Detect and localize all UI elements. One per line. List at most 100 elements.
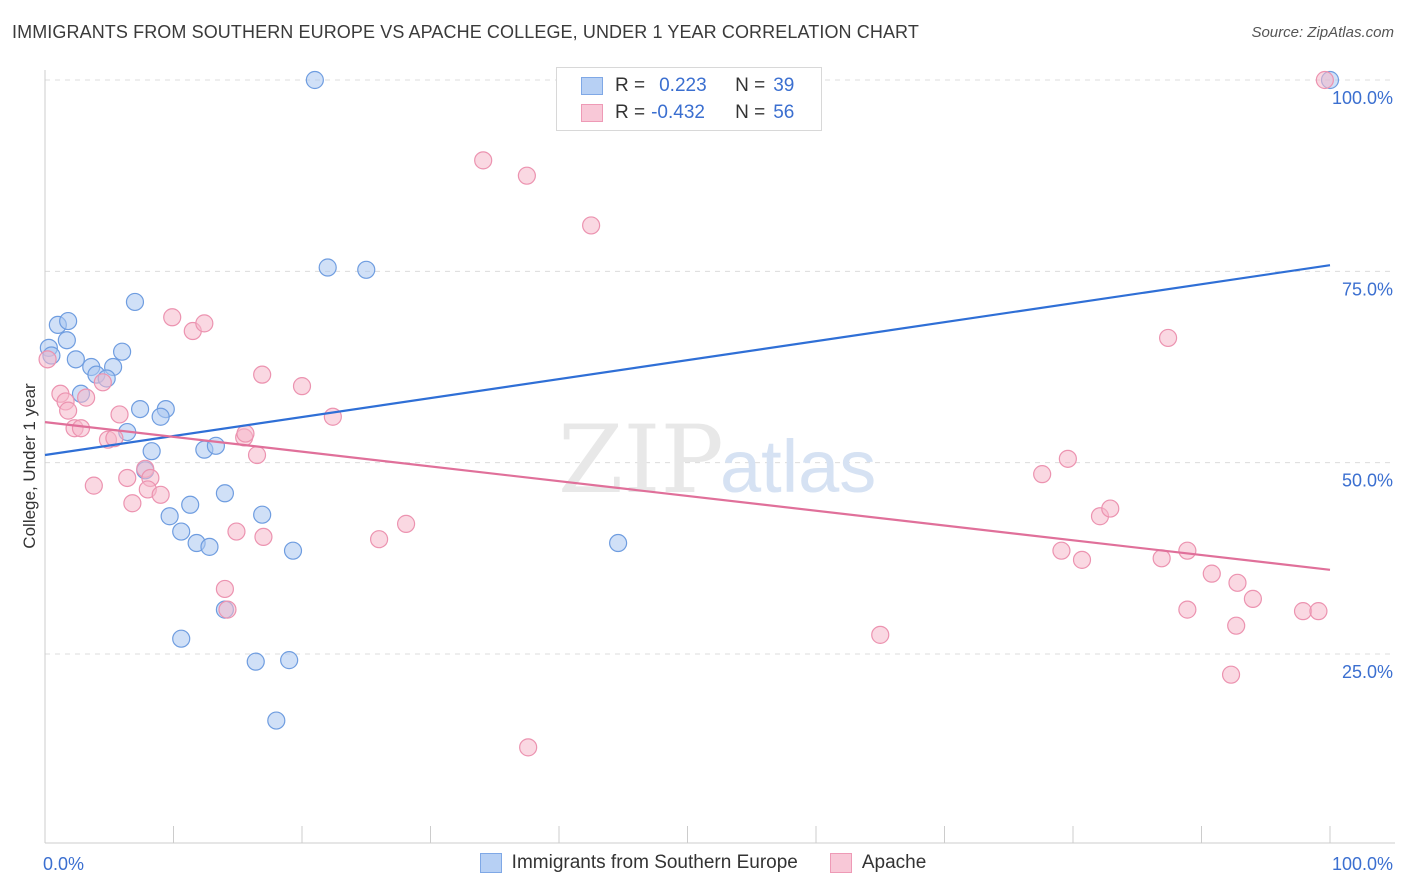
data-point — [125, 292, 145, 312]
data-point — [280, 651, 299, 670]
stats-row-pink: R = -0.432 N = 56 — [581, 100, 794, 126]
data-point — [1309, 602, 1328, 621]
data-point — [142, 442, 161, 461]
trend-line-pink — [44, 421, 1331, 571]
data-point — [1178, 541, 1197, 560]
data-point — [582, 216, 601, 235]
blue-swatch — [479, 853, 502, 873]
data-point — [59, 311, 78, 331]
data-point — [172, 629, 191, 648]
series-pink-points — [38, 70, 1334, 757]
data-point — [318, 258, 337, 277]
data-point — [1152, 549, 1171, 568]
data-point — [151, 407, 170, 426]
data-point — [267, 711, 286, 730]
trend-line-blue — [44, 264, 1331, 457]
data-point — [517, 166, 536, 185]
data-point — [1202, 564, 1221, 583]
data-point — [218, 600, 237, 619]
data-point — [519, 738, 538, 757]
x-tick-label: 0.0% — [43, 854, 84, 874]
data-point — [1293, 602, 1313, 621]
data-point — [227, 522, 246, 541]
data-point — [77, 388, 96, 407]
data-point — [1158, 328, 1178, 348]
data-point — [215, 579, 234, 599]
data-point — [305, 70, 324, 90]
data-point — [396, 514, 416, 533]
data-point — [200, 537, 219, 556]
legend-label: Immigrants from Southern Europe — [511, 852, 798, 873]
data-point — [1221, 665, 1241, 684]
y-tick-label: 100.0% — [1332, 88, 1393, 108]
data-point — [1243, 589, 1263, 608]
data-point — [130, 399, 150, 419]
r-label: R = — [615, 102, 646, 123]
n-label: N = — [735, 75, 766, 96]
legend-label: Apache — [861, 852, 927, 873]
data-point — [84, 476, 103, 495]
data-point — [1228, 573, 1247, 592]
data-point — [172, 522, 191, 541]
stats-row-blue: R = 0.223 N = 39 — [581, 73, 794, 99]
data-point — [163, 308, 182, 327]
tick-labels: 100.0% 75.0% 50.0% 25.0% 0.0% 100.0% — [43, 88, 1393, 874]
data-point — [1101, 499, 1120, 518]
r-value: -0.432 — [651, 102, 705, 123]
data-point — [236, 424, 255, 443]
data-point — [57, 331, 76, 350]
data-point — [66, 350, 85, 369]
pink-swatch — [829, 853, 852, 873]
data-point — [246, 652, 265, 671]
x-tick-label: 100.0% — [1332, 854, 1393, 874]
data-point — [151, 485, 170, 504]
watermark-zip: ZIP — [558, 406, 724, 515]
data-point — [123, 494, 142, 513]
data-point — [283, 541, 303, 560]
n-label: N = — [735, 102, 766, 123]
n-value: 56 — [773, 102, 795, 123]
blue-swatch — [581, 77, 603, 95]
axes — [44, 70, 1395, 844]
data-point — [1315, 70, 1334, 90]
y-tick-label: 50.0% — [1342, 471, 1393, 491]
stats-legend: R = 0.223 N = 39 R = -0.432 N = 56 — [556, 67, 822, 131]
data-point — [609, 533, 628, 553]
chart-title: IMMIGRANTS FROM SOUTHERN EUROPE VS APACH… — [12, 22, 919, 42]
y-tick-label: 75.0% — [1342, 279, 1393, 299]
legend-item-immigrants[interactable]: Immigrants from Southern Europe — [479, 852, 798, 874]
data-point — [357, 260, 376, 279]
data-point — [253, 365, 272, 384]
grid-lines — [45, 79, 1395, 655]
legend-item-apache[interactable]: Apache — [829, 852, 927, 874]
data-point — [112, 342, 132, 361]
data-point — [1052, 541, 1071, 560]
data-point — [247, 445, 267, 465]
data-point — [59, 401, 78, 420]
series-blue-points — [39, 70, 1340, 730]
r-value: 0.223 — [659, 75, 707, 96]
data-point — [215, 484, 234, 503]
data-point — [110, 405, 129, 424]
data-point — [1033, 465, 1052, 484]
y-tick-label: 25.0% — [1342, 662, 1393, 682]
series-legend: Immigrants from Southern Europe Apache — [0, 852, 1406, 874]
data-point — [292, 377, 312, 396]
data-point — [93, 373, 112, 392]
data-point — [254, 527, 273, 547]
data-point — [71, 419, 91, 438]
data-point — [195, 314, 214, 333]
data-point — [1227, 616, 1246, 635]
data-point — [206, 436, 226, 455]
data-point — [474, 151, 493, 170]
watermark-atlas: atlas — [720, 425, 876, 508]
y-axis-label: College, Under 1 year — [20, 383, 39, 549]
data-point — [118, 468, 137, 488]
trend-lines — [44, 264, 1331, 571]
data-point — [253, 505, 272, 524]
source-credit: Source: ZipAtlas.com — [1251, 24, 1394, 41]
data-point — [370, 530, 389, 549]
pink-swatch — [581, 104, 603, 122]
data-point — [38, 350, 57, 369]
